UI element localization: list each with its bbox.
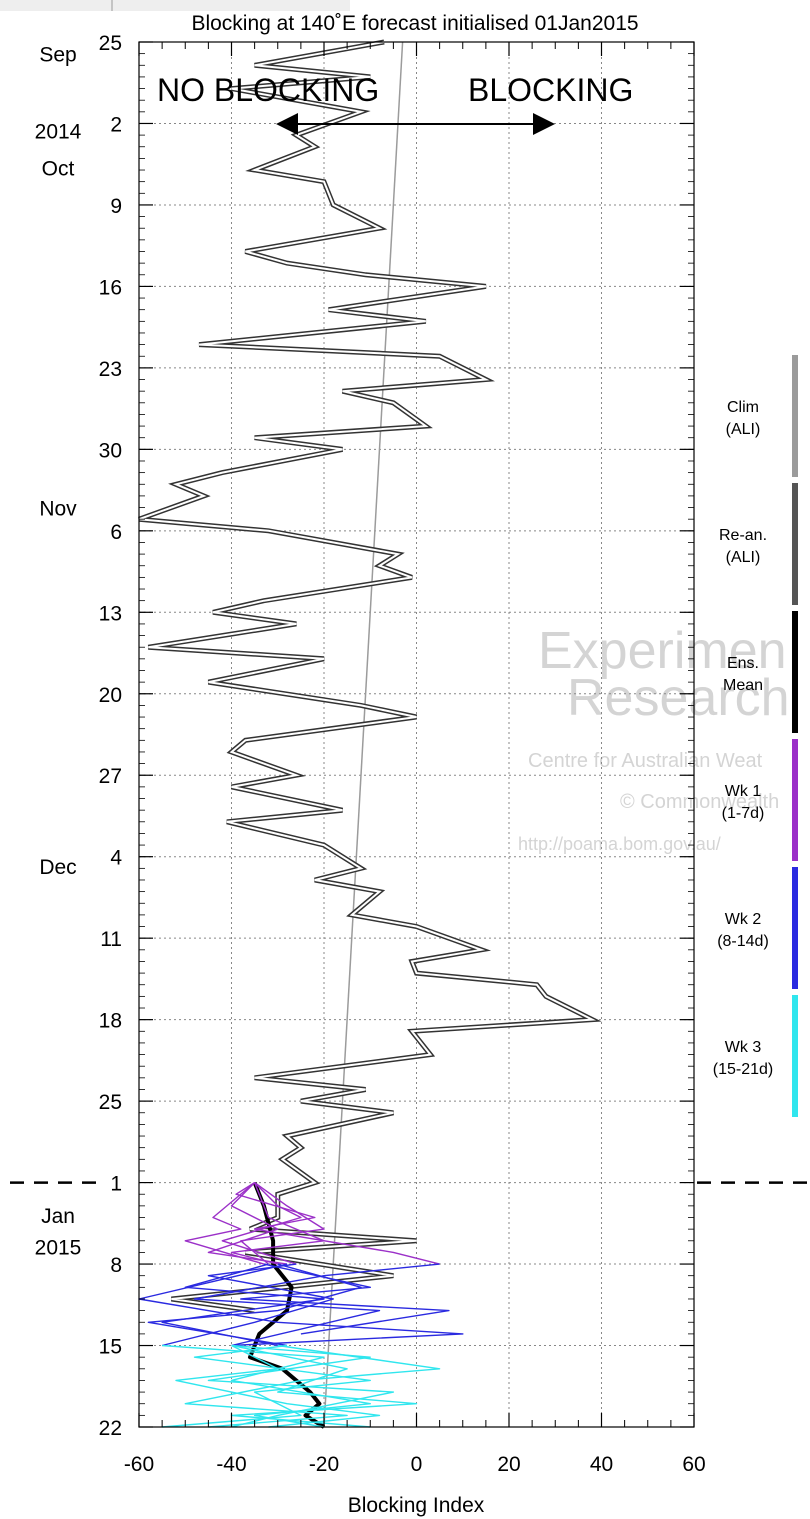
y-tick-label: 4 xyxy=(110,847,122,870)
y-tick-label: 30 xyxy=(99,439,122,462)
y-tick-label: 16 xyxy=(99,276,122,299)
re-an-ali-outline xyxy=(138,39,602,1314)
y-tick-label: 18 xyxy=(99,1010,122,1033)
wk-2-8-14d-member-line xyxy=(161,1263,325,1347)
legend-label: (ALI) xyxy=(726,549,761,566)
legend-label: Clim xyxy=(727,399,759,416)
legend-label: (8-14d) xyxy=(717,933,769,950)
month-label: Dec xyxy=(39,856,76,879)
x-tick-label: -20 xyxy=(309,1453,339,1476)
wk-1-1-7d-member-line xyxy=(240,1182,325,1265)
chart-title: Blocking at 140˚E forecast initialised 0… xyxy=(191,12,638,35)
y-tick-label: 9 xyxy=(110,195,122,218)
wk-1-1-7d-member-line xyxy=(184,1182,265,1265)
legend-label: Wk 3 xyxy=(725,1039,762,1056)
y-tick-label: 23 xyxy=(99,358,122,381)
month-label: 2014 xyxy=(35,120,82,143)
re-an-ali-line xyxy=(138,41,597,1312)
grid-lines xyxy=(139,42,694,1427)
legend-label: Mean xyxy=(723,677,763,694)
wk-3-15-21d-member-line xyxy=(162,1344,371,1428)
month-labels: Sep 2014 Oct Nov Dec Jan 2015 xyxy=(35,44,82,1260)
y-tick-label: 2 xyxy=(110,113,122,136)
y-tick-label: 8 xyxy=(110,1254,122,1277)
y-tick-label: 6 xyxy=(110,521,122,544)
legend-label: Wk 2 xyxy=(725,911,762,928)
legend-label: Ens. xyxy=(727,655,759,672)
wk-1-1-7d-member-line xyxy=(235,1182,440,1265)
month-label: Oct xyxy=(42,158,75,181)
x-tick-label: 0 xyxy=(411,1453,423,1476)
y-tick-label: 20 xyxy=(99,684,122,707)
wk-3-15-21d-member-line xyxy=(230,1344,418,1428)
watermark-line4: © Commonwealth xyxy=(620,791,779,813)
y-tick-label: 22 xyxy=(99,1417,122,1440)
wk-3-15-21d-member-line xyxy=(175,1344,381,1428)
legend-label: (1-7d) xyxy=(722,805,765,822)
x-tick-label: 60 xyxy=(682,1453,705,1476)
x-axis-label: Blocking Index xyxy=(348,1494,485,1517)
axis-ticks xyxy=(138,41,695,1428)
watermark-line5: http://poama.bom.gov.au/ xyxy=(518,834,721,854)
y-tick-label: 15 xyxy=(99,1336,122,1359)
x-tick-label: -60 xyxy=(124,1453,154,1476)
arrow-right-icon xyxy=(533,113,555,135)
clim-ali-line xyxy=(323,41,404,1428)
wk-1-1-7d-member-line xyxy=(221,1182,302,1265)
wk-1-1-7d-member-line xyxy=(230,1182,325,1265)
blocking-label: BLOCKING xyxy=(468,72,633,108)
y-tick-label: 27 xyxy=(99,765,122,788)
legend: Clim (ALI) Re-an. (ALI) Ens. Mean Wk 1 (1-7d) Wk… xyxy=(713,355,798,1117)
month-label: Sep xyxy=(39,44,76,67)
wk-2-8-14d-member-line xyxy=(193,1263,440,1347)
ens-mean-line xyxy=(248,1181,326,1429)
wk-2-8-14d-member-line xyxy=(161,1263,334,1347)
x-tick-label: 20 xyxy=(497,1453,520,1476)
wk-1-1-7d-member-line xyxy=(207,1182,288,1265)
y-tick-label: 13 xyxy=(99,602,122,625)
y-tick-label: 25 xyxy=(99,1091,122,1114)
legend-label: Re-an. xyxy=(719,527,767,544)
month-label: Nov xyxy=(39,498,77,521)
plot-frame xyxy=(138,41,695,1428)
legend-label: (15-21d) xyxy=(713,1061,773,1078)
watermark-line1: Experimen xyxy=(538,622,787,680)
arrow-left-icon xyxy=(276,113,298,135)
wk-3-15-21d-member-line xyxy=(162,1344,371,1428)
y-tick-label: 1 xyxy=(110,1173,122,1196)
watermark-line3: Centre for Australian Weat xyxy=(528,750,763,772)
month-label: 2015 xyxy=(35,1237,82,1260)
legend-label: (ALI) xyxy=(726,421,761,438)
series-layer xyxy=(138,39,602,1429)
month-label: Jan xyxy=(41,1205,75,1228)
x-tick-label: -40 xyxy=(216,1453,246,1476)
legend-label: Wk 1 xyxy=(725,783,762,800)
watermark: Experimen Research Centre for Australian… xyxy=(518,622,790,854)
direction-arrows xyxy=(276,113,555,135)
x-tick-label: 40 xyxy=(590,1453,613,1476)
y-tick-label: 25 xyxy=(99,32,122,55)
x-tick-labels: -60 -40 -20 0 20 40 60 xyxy=(124,1453,706,1476)
watermark-line2: Research xyxy=(567,669,790,727)
wk-2-8-14d-member-line xyxy=(147,1263,362,1347)
y-tick-label: 11 xyxy=(100,928,122,951)
no-blocking-label: NO BLOCKING xyxy=(157,72,379,108)
top-bar-decoration xyxy=(0,0,350,11)
